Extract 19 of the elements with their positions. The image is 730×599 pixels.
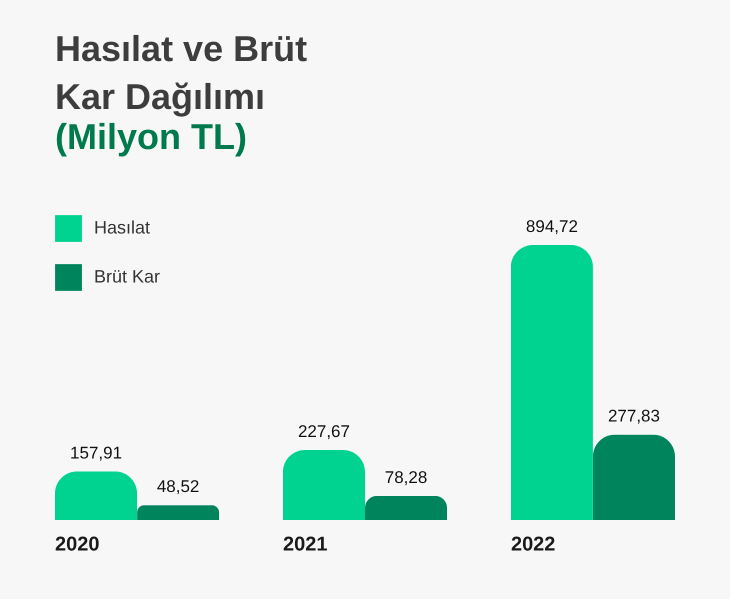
legend-label: Brüt Kar [94, 266, 160, 286]
data-label: 157,91 [70, 443, 122, 462]
x-tick-label: 2021 [283, 534, 328, 556]
data-label: 894,72 [526, 217, 578, 236]
data-label: 277,83 [608, 406, 660, 426]
data-label: 227,67 [298, 422, 350, 442]
bar [55, 471, 138, 520]
bar [510, 245, 593, 520]
x-tick-label: 2022 [510, 534, 556, 556]
legend-label: Hasılat [94, 218, 150, 238]
bar [365, 496, 448, 520]
bar [592, 434, 675, 520]
data-label: 48,52 [156, 477, 200, 496]
data-label: 78,28 [384, 468, 428, 487]
bar [137, 505, 220, 520]
chart-title: Hasılat ve Brüt Kar Dağılımı [55, 28, 308, 117]
bar [282, 450, 365, 520]
chart-subtitle: (Milyon TL) [55, 116, 247, 157]
x-tick-label: 2020 [55, 534, 100, 556]
